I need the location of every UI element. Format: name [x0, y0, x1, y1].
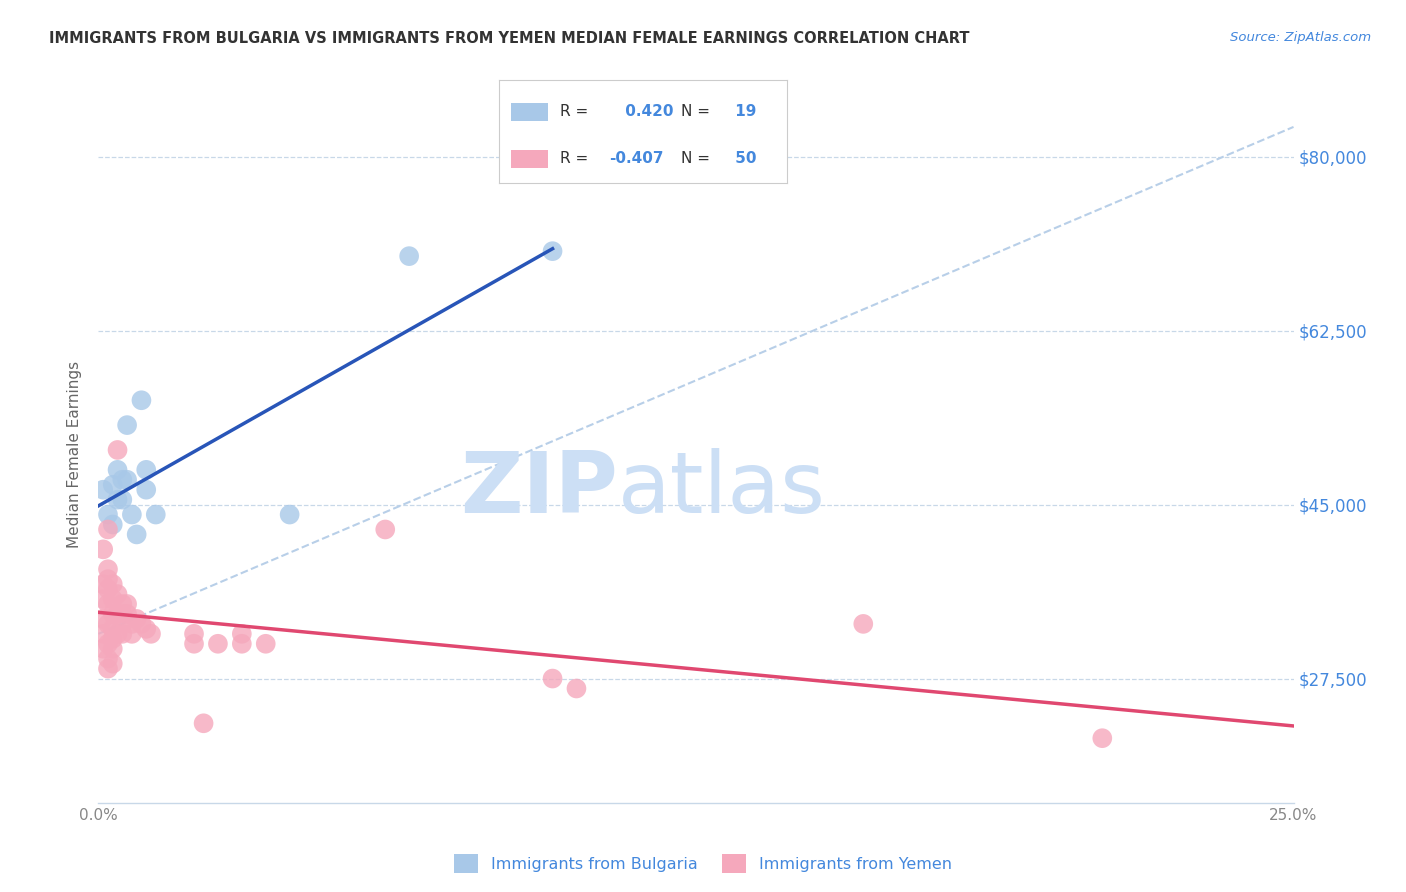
Point — [101, 607, 124, 621]
Point — [111, 492, 134, 507]
Point — [135, 483, 157, 497]
Point — [107, 607, 129, 621]
Text: 50: 50 — [730, 151, 756, 166]
Point — [107, 587, 129, 601]
Point — [254, 637, 277, 651]
Point — [121, 627, 143, 641]
Point — [125, 527, 148, 541]
Point — [101, 622, 124, 636]
Point — [111, 597, 134, 611]
Point — [101, 657, 124, 671]
Bar — [510, 103, 548, 121]
Point — [183, 627, 205, 641]
Point — [193, 716, 215, 731]
Point — [91, 627, 114, 641]
Point — [121, 616, 143, 631]
Point — [101, 641, 124, 656]
Point — [541, 244, 564, 259]
Text: R =: R = — [560, 103, 588, 119]
Point — [111, 627, 134, 641]
Text: atlas: atlas — [619, 448, 827, 532]
Point — [97, 572, 120, 586]
Point — [115, 607, 138, 621]
Point — [111, 607, 134, 621]
Point — [107, 627, 129, 641]
Point — [125, 612, 148, 626]
Point — [91, 577, 114, 591]
Y-axis label: Median Female Earnings: Median Female Earnings — [67, 361, 83, 549]
Point — [145, 508, 167, 522]
Point — [97, 523, 120, 537]
Text: N =: N = — [681, 151, 710, 166]
Point — [115, 597, 138, 611]
Point — [91, 592, 114, 607]
Point — [115, 418, 138, 433]
Bar — [510, 150, 548, 169]
Point — [97, 597, 120, 611]
Point — [111, 473, 134, 487]
Point — [97, 637, 120, 651]
Point — [231, 627, 253, 641]
Point — [101, 477, 124, 491]
Point — [565, 681, 588, 696]
Point — [398, 249, 420, 263]
Point — [97, 662, 120, 676]
Point — [135, 463, 157, 477]
Legend: Immigrants from Bulgaria, Immigrants from Yemen: Immigrants from Bulgaria, Immigrants fro… — [449, 847, 957, 880]
Point — [111, 616, 134, 631]
Point — [131, 393, 153, 408]
Point — [101, 577, 124, 591]
Point — [101, 517, 124, 532]
Point — [131, 616, 153, 631]
Point — [139, 627, 162, 641]
Point — [91, 483, 114, 497]
Point — [1091, 731, 1114, 746]
Point — [374, 523, 396, 537]
Point — [97, 651, 120, 665]
Text: ZIP: ZIP — [461, 448, 619, 532]
Text: 19: 19 — [730, 103, 756, 119]
Point — [97, 562, 120, 576]
Point — [278, 508, 301, 522]
Point — [541, 672, 564, 686]
Point — [231, 637, 253, 651]
Point — [97, 582, 120, 596]
Text: IMMIGRANTS FROM BULGARIA VS IMMIGRANTS FROM YEMEN MEDIAN FEMALE EARNINGS CORRELA: IMMIGRANTS FROM BULGARIA VS IMMIGRANTS F… — [49, 31, 970, 46]
Point — [852, 616, 875, 631]
Text: 0.420: 0.420 — [620, 103, 673, 119]
Point — [101, 592, 124, 607]
Point — [107, 463, 129, 477]
Point — [183, 637, 205, 651]
Point — [115, 473, 138, 487]
Point — [91, 612, 114, 626]
Point — [91, 641, 114, 656]
Point — [121, 508, 143, 522]
Point — [135, 622, 157, 636]
Point — [107, 442, 129, 457]
Point — [101, 632, 124, 646]
Point — [91, 542, 114, 557]
Point — [207, 637, 229, 651]
Point — [107, 492, 129, 507]
Text: -0.407: -0.407 — [609, 151, 664, 166]
Point — [97, 508, 120, 522]
Point — [97, 616, 120, 631]
Text: R =: R = — [560, 151, 588, 166]
Text: Source: ZipAtlas.com: Source: ZipAtlas.com — [1230, 31, 1371, 45]
Text: N =: N = — [681, 103, 710, 119]
